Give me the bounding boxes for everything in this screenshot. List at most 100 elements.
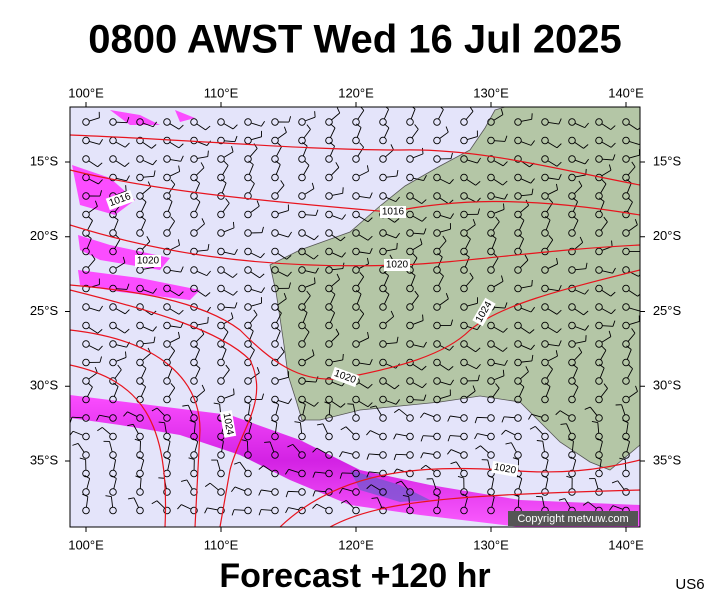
barb-shaft [276, 312, 282, 323]
station [622, 395, 630, 404]
barb-shaft [493, 375, 505, 381]
station [82, 155, 90, 163]
station [433, 192, 441, 200]
barb-shaft [99, 414, 110, 418]
station [163, 284, 171, 293]
station [514, 155, 522, 163]
barb-shaft [385, 196, 396, 203]
barb-flag [248, 160, 254, 165]
barb-shaft [600, 221, 608, 231]
barb-shaft [466, 224, 476, 232]
barb-flag [495, 383, 500, 389]
barb-flag [500, 108, 504, 115]
barb-shaft [77, 443, 85, 453]
barb-flag [96, 414, 100, 421]
barb-shaft [400, 480, 409, 490]
barb-flag [516, 475, 522, 479]
barb-flag [232, 290, 238, 296]
station [352, 488, 360, 496]
station [244, 321, 252, 330]
barb-shaft [142, 353, 151, 361]
barb-flag [448, 366, 454, 371]
barb-flag [558, 285, 562, 291]
barb-shaft [575, 340, 586, 344]
station [298, 377, 306, 385]
barb-flag [414, 290, 419, 297]
station [244, 469, 252, 478]
station [325, 432, 333, 441]
station [136, 155, 144, 163]
station [271, 432, 279, 441]
barb-flag [164, 438, 171, 442]
station [622, 488, 630, 496]
isobar-label: 1020 [493, 462, 517, 477]
barb-flag [476, 324, 481, 330]
barb-flag [584, 158, 590, 165]
station [217, 321, 225, 330]
barb-shaft [602, 270, 613, 274]
barb-flag [612, 320, 616, 327]
barb-shaft [140, 368, 147, 379]
station [190, 284, 198, 293]
barb-shaft [412, 243, 423, 251]
barb-flag [177, 504, 182, 510]
station [406, 229, 414, 237]
barb-shaft [142, 326, 153, 332]
barb-shaft [278, 400, 289, 405]
barb-flag [285, 507, 289, 514]
barb-flag [339, 472, 343, 479]
barb-flag [475, 181, 481, 186]
barb-shaft [410, 108, 416, 120]
barb-shaft [438, 240, 447, 250]
barb-shaft [71, 416, 83, 419]
barb-shaft [303, 129, 311, 139]
isobar-label-bg [219, 410, 237, 438]
barb-flag [122, 256, 126, 263]
station [190, 303, 198, 311]
station [271, 284, 279, 293]
barb-flag [127, 423, 134, 427]
barb-shaft [440, 395, 451, 399]
barb-flag [420, 435, 424, 442]
barb-flag [393, 408, 400, 414]
barb-flag [166, 197, 173, 202]
barb-shaft [574, 159, 586, 165]
barb-flag [258, 489, 262, 496]
station [82, 432, 90, 441]
barb-flag [99, 305, 103, 312]
barb-flag [256, 367, 260, 373]
barb-flag [474, 433, 478, 440]
station [109, 303, 117, 311]
barb-flag [233, 388, 235, 395]
barb-shaft [304, 234, 315, 241]
title: 0800 AWST Wed 16 Jul 2025 [88, 18, 622, 62]
barb-flag [369, 405, 377, 408]
barb-flag [99, 139, 103, 145]
barb-shaft [250, 252, 261, 259]
station [217, 284, 225, 293]
lon-label: 130°E [473, 85, 509, 100]
station [217, 173, 225, 182]
barb-shaft [545, 386, 551, 397]
barb-flag [437, 253, 443, 258]
station [460, 173, 468, 182]
barb-shaft [520, 178, 531, 184]
barb-shaft [520, 259, 529, 268]
station [622, 192, 630, 200]
barb-shaft [439, 363, 449, 371]
barb-flag [177, 239, 180, 246]
barb-shaft [574, 185, 583, 194]
barb-flag [125, 351, 127, 358]
barb-flag [276, 308, 282, 314]
station [82, 136, 90, 145]
barb-flag [84, 475, 90, 479]
barb-flag [124, 162, 130, 167]
barb-flag [504, 193, 508, 200]
barb-flag [86, 234, 92, 239]
barb-flag [312, 349, 315, 356]
barb-flag [578, 180, 583, 187]
barb-shaft [223, 123, 234, 130]
barb-shaft [170, 325, 181, 329]
station [514, 321, 522, 330]
barb-shaft [116, 177, 127, 182]
